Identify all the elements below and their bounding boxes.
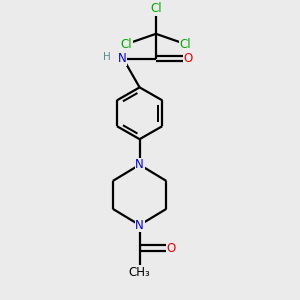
Text: H: H <box>103 52 111 62</box>
Text: CH₃: CH₃ <box>129 266 151 279</box>
Text: Cl: Cl <box>150 2 162 15</box>
Text: O: O <box>167 242 176 254</box>
Text: N: N <box>135 158 144 171</box>
Text: N: N <box>135 219 144 232</box>
Text: Cl: Cl <box>120 38 132 51</box>
Text: Cl: Cl <box>180 38 191 51</box>
Text: O: O <box>183 52 192 65</box>
Text: N: N <box>117 52 126 65</box>
